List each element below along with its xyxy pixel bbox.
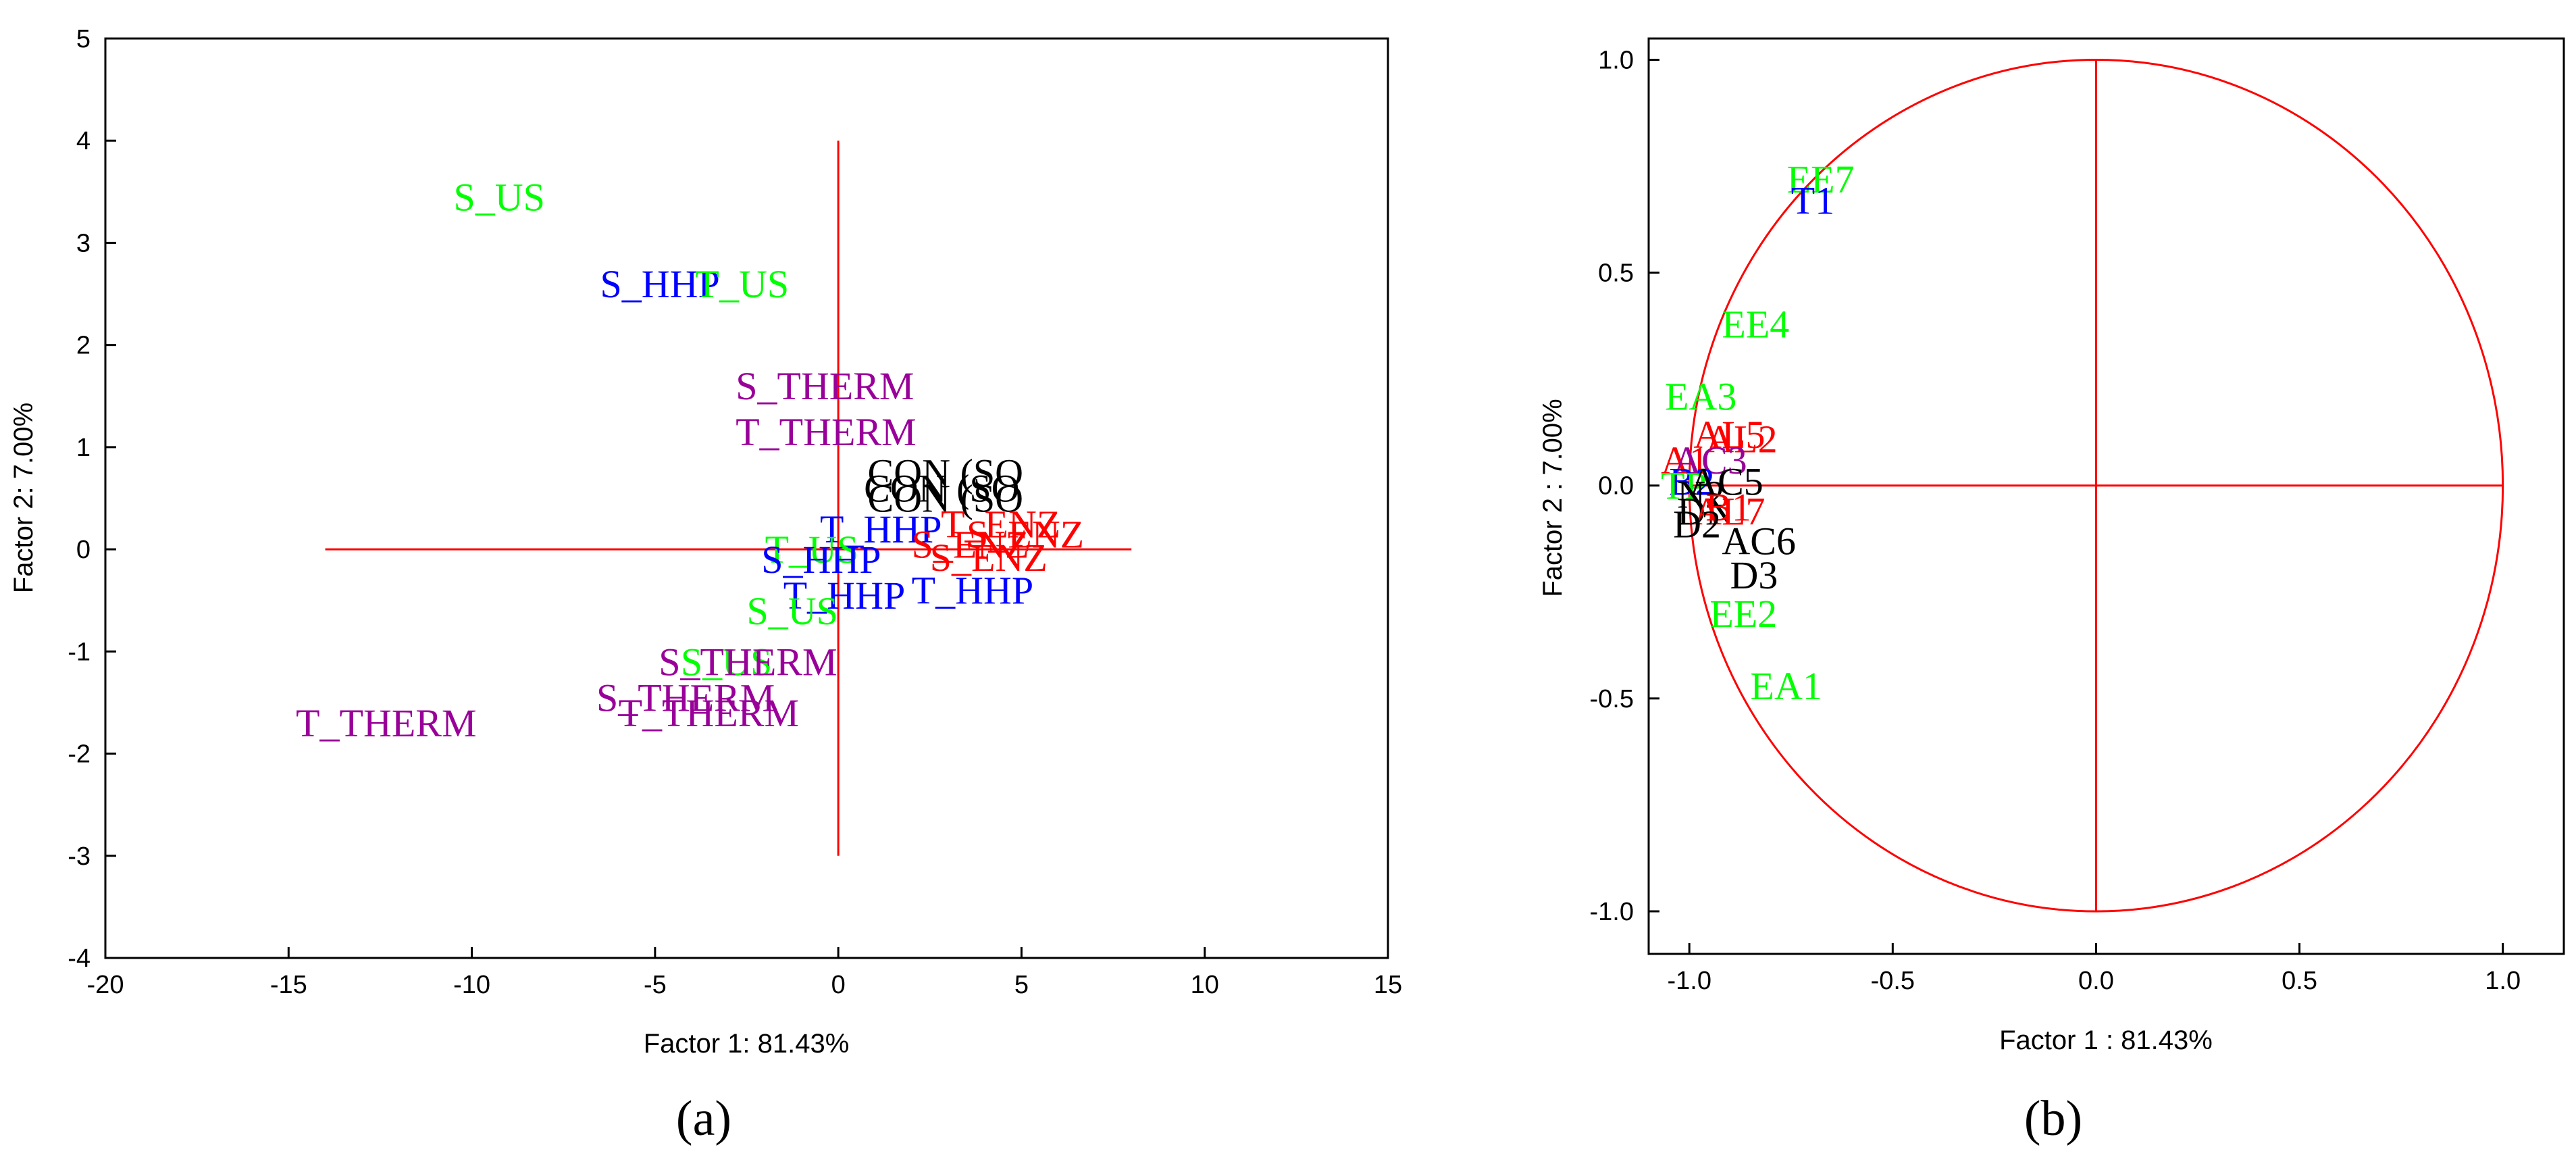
y-tick-label: -1 [68,638,91,666]
point-label: EE2 [1709,592,1777,636]
point-label: AC6 [1722,520,1796,563]
y-ticks-b: -1.0 -0.5 0.0 0.5 1.0 [1590,47,1659,926]
point-label: S_THERM [736,364,914,408]
point-label: DN [1677,490,1734,534]
plot-frame-b [1647,37,2565,955]
point-label: S_THERM [659,640,837,684]
point-label: D2 [1673,502,1721,546]
point-label: S_ENZ [912,523,1029,567]
reference-lines-a [325,141,1132,856]
point-label: T_THERM [296,701,476,745]
y-tick-label: 4 [76,127,91,155]
y-tick-label: 0.0 [1598,472,1634,501]
point-label: S_HHP [761,538,881,582]
point-label: CON (SO [868,477,1023,521]
point-label: AL7 [1693,490,1765,534]
point-label: T_US [765,528,859,572]
point-label: AC5 [1689,459,1763,503]
point-label: B1 [1705,485,1751,529]
point-label: B2 [1669,459,1715,503]
y-tick-label: 3 [76,229,91,257]
y-tick-label: 2 [76,332,91,360]
point-label: T_THERM [619,691,799,735]
point-label: T_HHP [820,507,942,551]
point-label: S_THERM [596,676,775,719]
point-label: S_ENZ [930,536,1048,580]
point-label: EA1 [1751,664,1822,708]
point-label: AL5 [1693,413,1765,457]
x-axis-label-a: Factor 1: 81.43% [644,1029,850,1059]
point-label: EA3 [1665,374,1736,418]
x-tick-label: 15 [1374,971,1402,999]
x-tick-label: 0 [831,971,846,999]
reference-lines-b [1689,59,2503,911]
caption-b: (b) [2024,1091,2082,1146]
y-tick-label: 1.0 [1598,47,1634,75]
x-ticks-a: -20 -15 -10 -5 0 5 10 15 [87,947,1402,999]
point-label: T_HHP [783,574,905,617]
x-tick-label: 10 [1191,971,1219,999]
point-label: CON (SO [864,466,1019,510]
point-label: TP [1661,464,1707,508]
x-tick-label: -10 [453,971,490,999]
point-label: A1 [1661,438,1709,482]
point-label: T_HHP [912,569,1033,613]
x-tick-label: -20 [87,971,124,999]
point-label: CON (SO [868,451,1023,495]
y-axis-label-a: Factor 2: 7.00% [9,403,38,593]
x-axis-label-b: Factor 1 : 81.43% [1999,1026,2213,1055]
y-tick-label: -4 [68,944,91,973]
point-label: S_US [681,640,772,684]
panel-b: -1.0 -0.5 0.0 0.5 1.0 -1.0-0.50.00.51.0 EE7T… [1538,37,2565,1146]
point-label: T_ENZ [941,502,1060,546]
point-label: S_HHP [600,262,719,306]
x-tick-label: 0.0 [2078,967,2114,995]
point-label: EE4 [1722,302,1789,346]
y-tick-label: 0.5 [1598,259,1634,288]
y-tick-label: -0.5 [1590,685,1634,713]
point-label: S_US [453,175,544,219]
caption-a: (a) [676,1091,731,1146]
y-tick-label: -1.0 [1590,898,1634,926]
x-tick-label: 5 [1014,971,1029,999]
x-tick-label: -1.0 [1667,967,1711,995]
point-label: D3 [1730,553,1778,597]
x-ticks-b: -1.0 -0.5 0.0 0.5 1.0 [1667,943,2521,995]
point-label: N2 [1677,472,1725,516]
y-tick-label: 0 [76,536,91,564]
x-tick-label: -5 [644,971,667,999]
x-tick-label: -15 [270,971,307,999]
plot-frame-a [104,37,1389,959]
y-tick-label: -3 [68,842,91,871]
point-label: T1 [1791,178,1834,222]
y-tick-label: 1 [76,434,91,462]
point-label: AC3 [1673,438,1747,482]
point-label: EE7 [1787,157,1855,201]
point-label: T_US [696,262,790,306]
point-label: S_US [747,589,838,633]
x-tick-label: 0.5 [2282,967,2317,995]
y-tick-label: -2 [68,740,91,769]
point-label: S_ENZ [967,512,1084,556]
x-tick-label: -0.5 [1871,967,1915,995]
y-tick-label: 5 [76,25,91,53]
x-tick-label: 1.0 [2485,967,2521,995]
y-ticks-a: -4 -3 -2 -1 0 1 2 3 4 5 [68,25,116,973]
point-label: T_THERM [736,410,916,454]
point-label: AL2 [1705,417,1777,461]
y-axis-label-b: Factor 2 : 7.00% [1538,399,1568,597]
